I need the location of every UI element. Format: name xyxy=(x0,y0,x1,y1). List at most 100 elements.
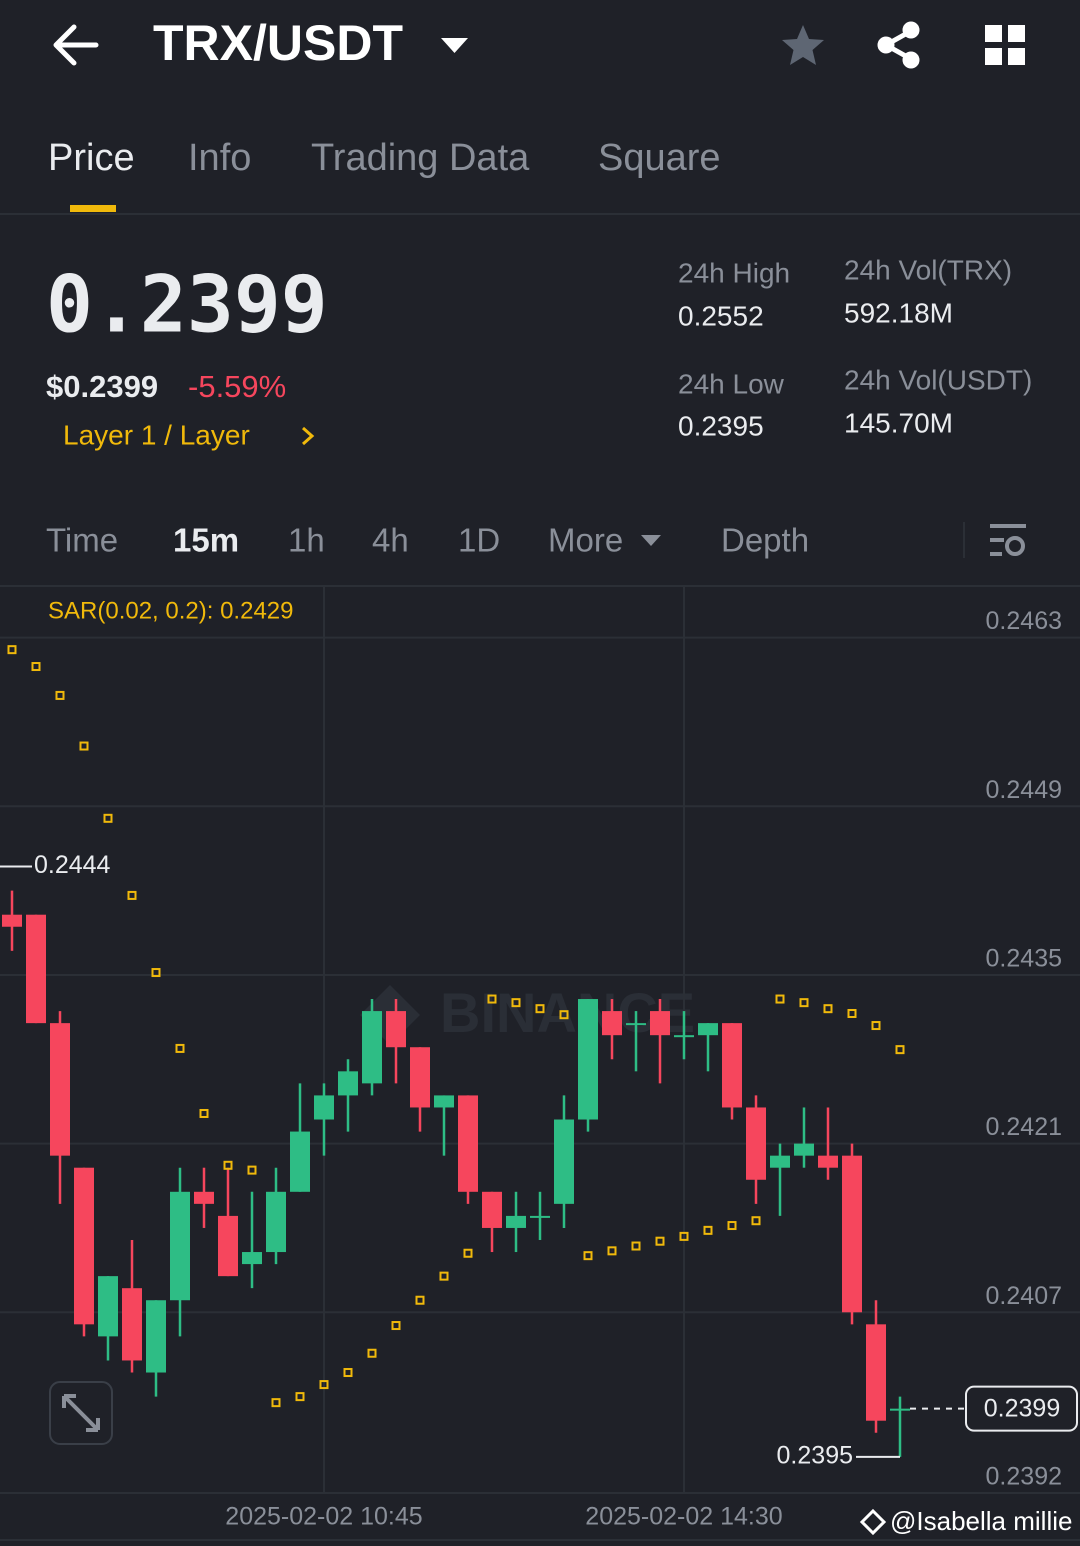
stat-value: 0.2395 xyxy=(678,410,764,441)
stat-value: 145.70M xyxy=(844,407,953,438)
footer-logo xyxy=(859,1508,887,1536)
sar-dot xyxy=(223,1160,233,1170)
pair-dropdown[interactable] xyxy=(441,38,468,53)
interval-active[interactable]: 15m xyxy=(173,522,239,559)
sar-dot xyxy=(535,1004,545,1014)
sar-dot xyxy=(391,1321,401,1331)
tab[interactable]: Square xyxy=(598,137,721,179)
interval[interactable]: Time xyxy=(46,522,118,559)
candle-body xyxy=(770,1155,790,1168)
candle-body xyxy=(554,1119,574,1204)
sar-dot xyxy=(559,1010,569,1020)
candle-body xyxy=(122,1288,142,1361)
candle-body xyxy=(26,914,46,1024)
usd-price: $0.2399 xyxy=(46,369,158,404)
candle-body xyxy=(386,1011,406,1048)
stat-label: 24h Vol(TRX) xyxy=(844,254,1012,285)
sar-dot xyxy=(319,1380,329,1390)
divider xyxy=(0,213,1080,215)
stat-label: 24h Low xyxy=(678,368,785,399)
candle-body xyxy=(242,1252,262,1265)
sar-dot xyxy=(775,994,785,1004)
sar-dot xyxy=(799,998,809,1008)
divider xyxy=(963,522,965,558)
sar-dot xyxy=(463,1248,473,1258)
sector-tag[interactable]: Layer 1 / Layer xyxy=(63,419,250,450)
sar-dot xyxy=(367,1348,377,1358)
tag-chevron[interactable] xyxy=(302,426,315,446)
stat-value: 592.18M xyxy=(844,297,953,328)
sar-dot xyxy=(655,1236,665,1246)
candle-body xyxy=(650,1011,670,1036)
sar-dot xyxy=(895,1045,905,1055)
candle-body xyxy=(866,1324,886,1421)
sar-dot xyxy=(103,813,113,823)
fullscreen-button[interactable] xyxy=(49,1381,113,1445)
candle-body xyxy=(74,1167,94,1325)
last-price: 0.2399 xyxy=(46,260,328,350)
interval[interactable]: More xyxy=(548,522,623,559)
y-tick-label: 0.2463 xyxy=(986,607,1062,635)
interval[interactable]: 4h xyxy=(372,522,409,559)
price-change: -5.59% xyxy=(188,369,286,404)
sar-dot xyxy=(295,1392,305,1402)
sar-dot xyxy=(343,1368,353,1378)
candle-body xyxy=(194,1191,214,1204)
low-marker-label: 0.2395 xyxy=(777,1441,853,1469)
pair-title[interactable]: TRX/USDT xyxy=(153,15,403,71)
tab-indicator xyxy=(70,205,116,212)
grid-cell xyxy=(1008,48,1025,65)
candle-body xyxy=(698,1023,718,1036)
interval[interactable]: Depth xyxy=(721,522,809,559)
candle-body xyxy=(314,1095,334,1120)
tab-active[interactable]: Price xyxy=(48,137,135,179)
interval[interactable]: 1D xyxy=(458,522,500,559)
candle-body xyxy=(50,1023,70,1156)
y-tick-label: 0.2449 xyxy=(986,776,1062,804)
y-tick-label: 0.2392 xyxy=(986,1463,1062,1491)
sar-dot xyxy=(607,1246,617,1256)
sar-dot xyxy=(271,1398,281,1408)
candle-body xyxy=(338,1071,358,1096)
more-dropdown[interactable] xyxy=(641,535,661,546)
candle-body xyxy=(458,1095,478,1192)
candle-body xyxy=(746,1107,766,1180)
sar-dot xyxy=(175,1043,185,1053)
candle-body xyxy=(722,1023,742,1108)
share-button[interactable] xyxy=(877,21,920,69)
candle-body xyxy=(674,1035,694,1038)
candle-chart: 0.2463 0.2449 0.2435 0.2421 0.2407 0.2392 2025… xyxy=(0,587,1080,1531)
x-tick-label: 2025-02-02 10:45 xyxy=(225,1503,422,1531)
sar-dot xyxy=(151,968,161,978)
footer-credit: @Isabella millie xyxy=(890,1506,1072,1536)
sar-dot xyxy=(439,1271,449,1281)
grid-cell xyxy=(1008,25,1025,42)
back-button[interactable] xyxy=(53,24,99,66)
icon-bar xyxy=(990,538,1004,542)
candle-body xyxy=(98,1276,118,1337)
sar-dot xyxy=(751,1216,761,1226)
tab[interactable]: Trading Data xyxy=(311,137,530,179)
x-tick-label: 2025-02-02 14:30 xyxy=(585,1503,782,1531)
y-tick-label: 0.2435 xyxy=(986,945,1062,973)
grid-menu[interactable] xyxy=(985,25,1025,65)
chart-settings[interactable] xyxy=(990,524,1026,556)
share-dot xyxy=(902,51,920,69)
sar-dot xyxy=(511,998,521,1008)
candle-body xyxy=(626,1023,646,1026)
interval[interactable]: 1h xyxy=(288,522,325,559)
candle-body xyxy=(362,1011,382,1084)
sar-dot xyxy=(823,1004,833,1014)
tab[interactable]: Info xyxy=(188,137,251,179)
back-arrow xyxy=(53,24,99,66)
candle-body xyxy=(410,1047,430,1108)
divider xyxy=(0,1539,1080,1541)
y-tick-label: 0.2421 xyxy=(986,1113,1062,1141)
favorite-star[interactable] xyxy=(782,25,824,65)
share-dot xyxy=(902,21,920,39)
grid-cell xyxy=(985,48,1002,65)
candle-body xyxy=(2,914,22,927)
candle-body xyxy=(842,1155,862,1313)
